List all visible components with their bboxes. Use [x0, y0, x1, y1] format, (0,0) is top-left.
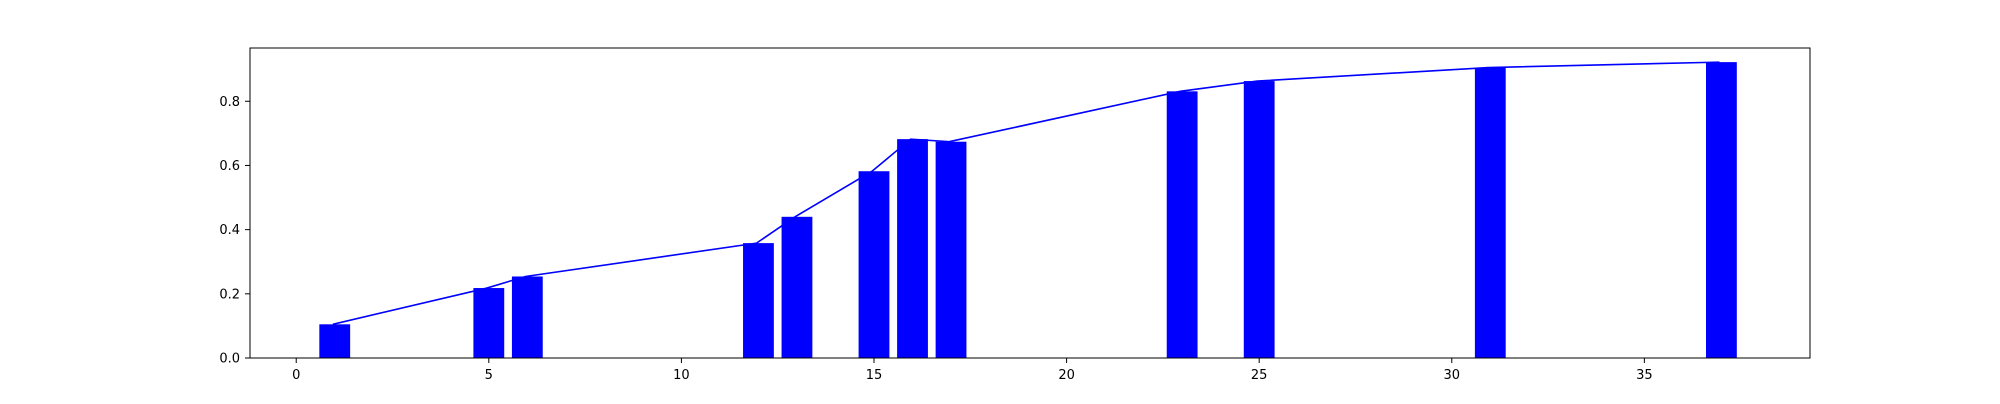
plot-frame [249, 47, 1811, 359]
bar-10 [1474, 67, 1506, 359]
x-tick-label-3: 15 [866, 368, 883, 383]
bar-0 [319, 324, 351, 358]
bar-1 [473, 288, 505, 358]
series-line [332, 61, 1720, 326]
bar-4 [781, 216, 813, 358]
bars-layer [319, 62, 1737, 359]
x-tick-label-5: 25 [1251, 368, 1268, 383]
bar-11 [1706, 62, 1737, 358]
line-layer [332, 61, 1720, 326]
x-tick-label-6: 30 [1444, 368, 1461, 383]
x-tick-label-0: 0 [292, 368, 300, 383]
bar-2 [511, 276, 543, 358]
bar-5 [858, 171, 890, 358]
bar-3 [743, 243, 774, 358]
y-tick-label-1: 0.2 [219, 287, 240, 302]
bar-8 [1166, 91, 1198, 358]
bar-7 [935, 141, 967, 358]
y-tick-label-4: 0.8 [219, 95, 240, 110]
y-tick-label-2: 0.4 [219, 223, 240, 238]
bar-9 [1243, 81, 1275, 358]
y-tick-label-0: 0.0 [219, 352, 240, 367]
x-tick-label-1: 5 [485, 368, 493, 383]
x-tick-label-7: 35 [1636, 368, 1653, 383]
bar-6 [897, 139, 928, 358]
x-tick-label-4: 20 [1058, 368, 1075, 383]
y-tick-label-3: 0.6 [219, 159, 240, 174]
axes-layer: 0 5 10 15 20 25 30 35 0.0 0.2 0.4 0.6 0.8 [219, 47, 1811, 383]
x-tick-label-2: 10 [673, 368, 690, 383]
